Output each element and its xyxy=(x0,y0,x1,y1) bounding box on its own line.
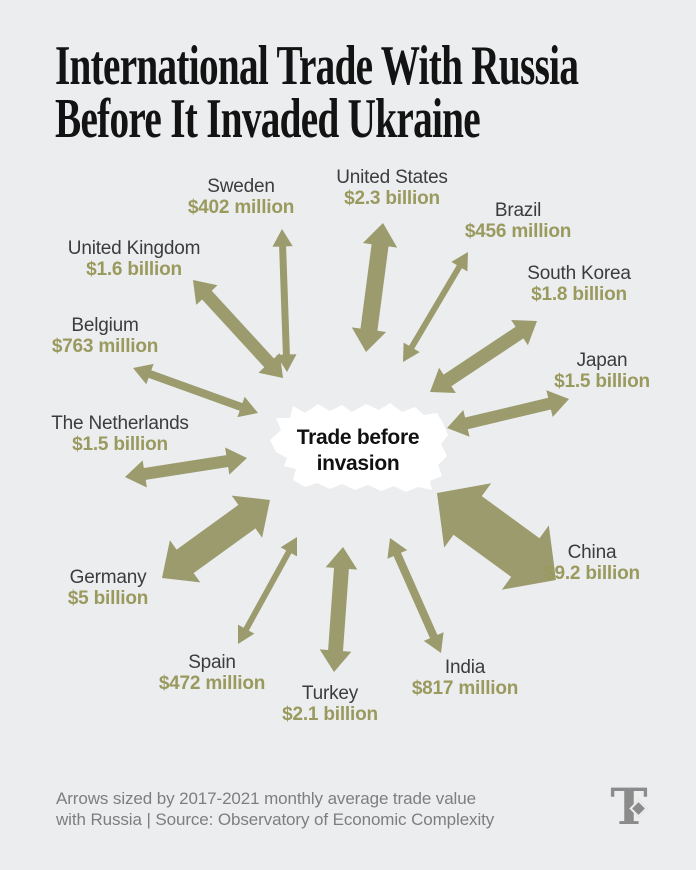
country-value: $9.2 billion xyxy=(544,563,640,584)
country-label-turkey: Turkey $2.1 billion xyxy=(282,683,378,725)
country-label-china: China $9.2 billion xyxy=(544,542,640,584)
country-label-united-states: United States $2.3 billion xyxy=(336,167,448,209)
country-label-sweden: Sweden $402 million xyxy=(187,176,295,218)
country-name: South Korea xyxy=(527,263,631,284)
country-value: $817 million xyxy=(411,678,519,699)
country-name: Spain xyxy=(188,652,236,673)
country-name: Brazil xyxy=(494,200,542,221)
trade-arrow-brazil xyxy=(403,252,468,362)
country-label-south-korea: South Korea $1.8 billion xyxy=(527,263,631,305)
trade-arrow-united-kingdom xyxy=(193,280,283,378)
trade-arrow-japan xyxy=(447,390,569,437)
country-value: $2.3 billion xyxy=(344,188,440,209)
country-name: Belgium xyxy=(71,315,139,336)
country-label-brazil: Brazil $456 million xyxy=(464,200,572,242)
country-name: Germany xyxy=(69,567,147,588)
country-value: $402 million xyxy=(187,197,295,218)
country-name: Sweden xyxy=(207,176,275,197)
trade-arrow-sweden xyxy=(272,229,297,372)
country-name: India xyxy=(444,657,486,678)
page-title-line2: Before It Invaded Ukraine xyxy=(55,88,481,150)
country-value: $472 million xyxy=(158,673,266,694)
center-label: Trade before invasion xyxy=(296,425,420,477)
trade-arrow-germany xyxy=(162,495,270,583)
country-label-belgium: Belgium $763 million xyxy=(51,315,159,357)
arrows-layer xyxy=(125,223,569,672)
country-value: $1.8 billion xyxy=(531,284,627,305)
country-label-india: India $817 million xyxy=(411,657,519,699)
trade-arrow-united-states xyxy=(351,223,398,352)
country-value: $5 billion xyxy=(67,588,149,609)
trade-arrow-turkey xyxy=(319,547,358,672)
country-name: United Kingdom xyxy=(67,238,201,259)
trade-arrow-belgium xyxy=(133,363,258,418)
country-name: Turkey xyxy=(301,683,359,704)
trade-arrow-south-korea xyxy=(430,320,537,393)
footnote: Arrows sized by 2017-2021 monthly averag… xyxy=(56,788,494,830)
country-label-germany: Germany $5 billion xyxy=(67,567,149,609)
country-label-united-kingdom: United Kingdom $1.6 billion xyxy=(67,238,201,280)
footnote-line1: Arrows sized by 2017-2021 monthly averag… xyxy=(56,789,476,808)
country-name: The Netherlands xyxy=(51,413,189,434)
country-label-spain: Spain $472 million xyxy=(158,652,266,694)
nyt-logo-icon: T xyxy=(606,781,652,833)
country-label-japan: Japan $1.5 billion xyxy=(554,350,650,392)
country-name: China xyxy=(567,542,617,563)
center-label-line1: Trade before xyxy=(296,426,420,449)
country-value: $456 million xyxy=(464,221,572,242)
country-label-the-netherlands: The Netherlands $1.5 billion xyxy=(51,413,189,455)
country-value: $1.5 billion xyxy=(554,371,650,392)
country-value: $2.1 billion xyxy=(282,704,378,725)
center-label-line2: invasion xyxy=(316,452,400,475)
page-title-line1: International Trade With Russia xyxy=(55,35,579,97)
footnote-line2: with Russia | Source: Observatory of Eco… xyxy=(56,810,495,829)
country-name: Japan xyxy=(576,350,628,371)
page-title: International Trade With Russia Before It… xyxy=(55,38,579,147)
trade-arrow-spain xyxy=(238,537,297,644)
country-value: $763 million xyxy=(51,336,159,357)
trade-arrow-china xyxy=(437,483,556,590)
country-value: $1.5 billion xyxy=(72,434,168,455)
country-value: $1.6 billion xyxy=(86,259,182,280)
country-name: United States xyxy=(336,167,448,188)
trade-arrow-india xyxy=(387,538,444,653)
russia-map-silhouette xyxy=(270,403,448,492)
trade-arrow-the-netherlands xyxy=(125,447,247,488)
